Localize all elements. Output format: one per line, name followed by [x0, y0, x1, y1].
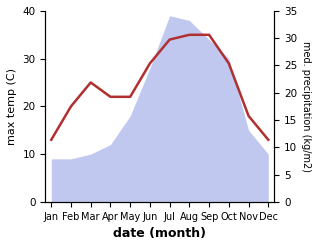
Y-axis label: med. precipitation (kg/m2): med. precipitation (kg/m2)	[301, 41, 311, 172]
Y-axis label: max temp (C): max temp (C)	[7, 68, 17, 145]
X-axis label: date (month): date (month)	[113, 227, 206, 240]
